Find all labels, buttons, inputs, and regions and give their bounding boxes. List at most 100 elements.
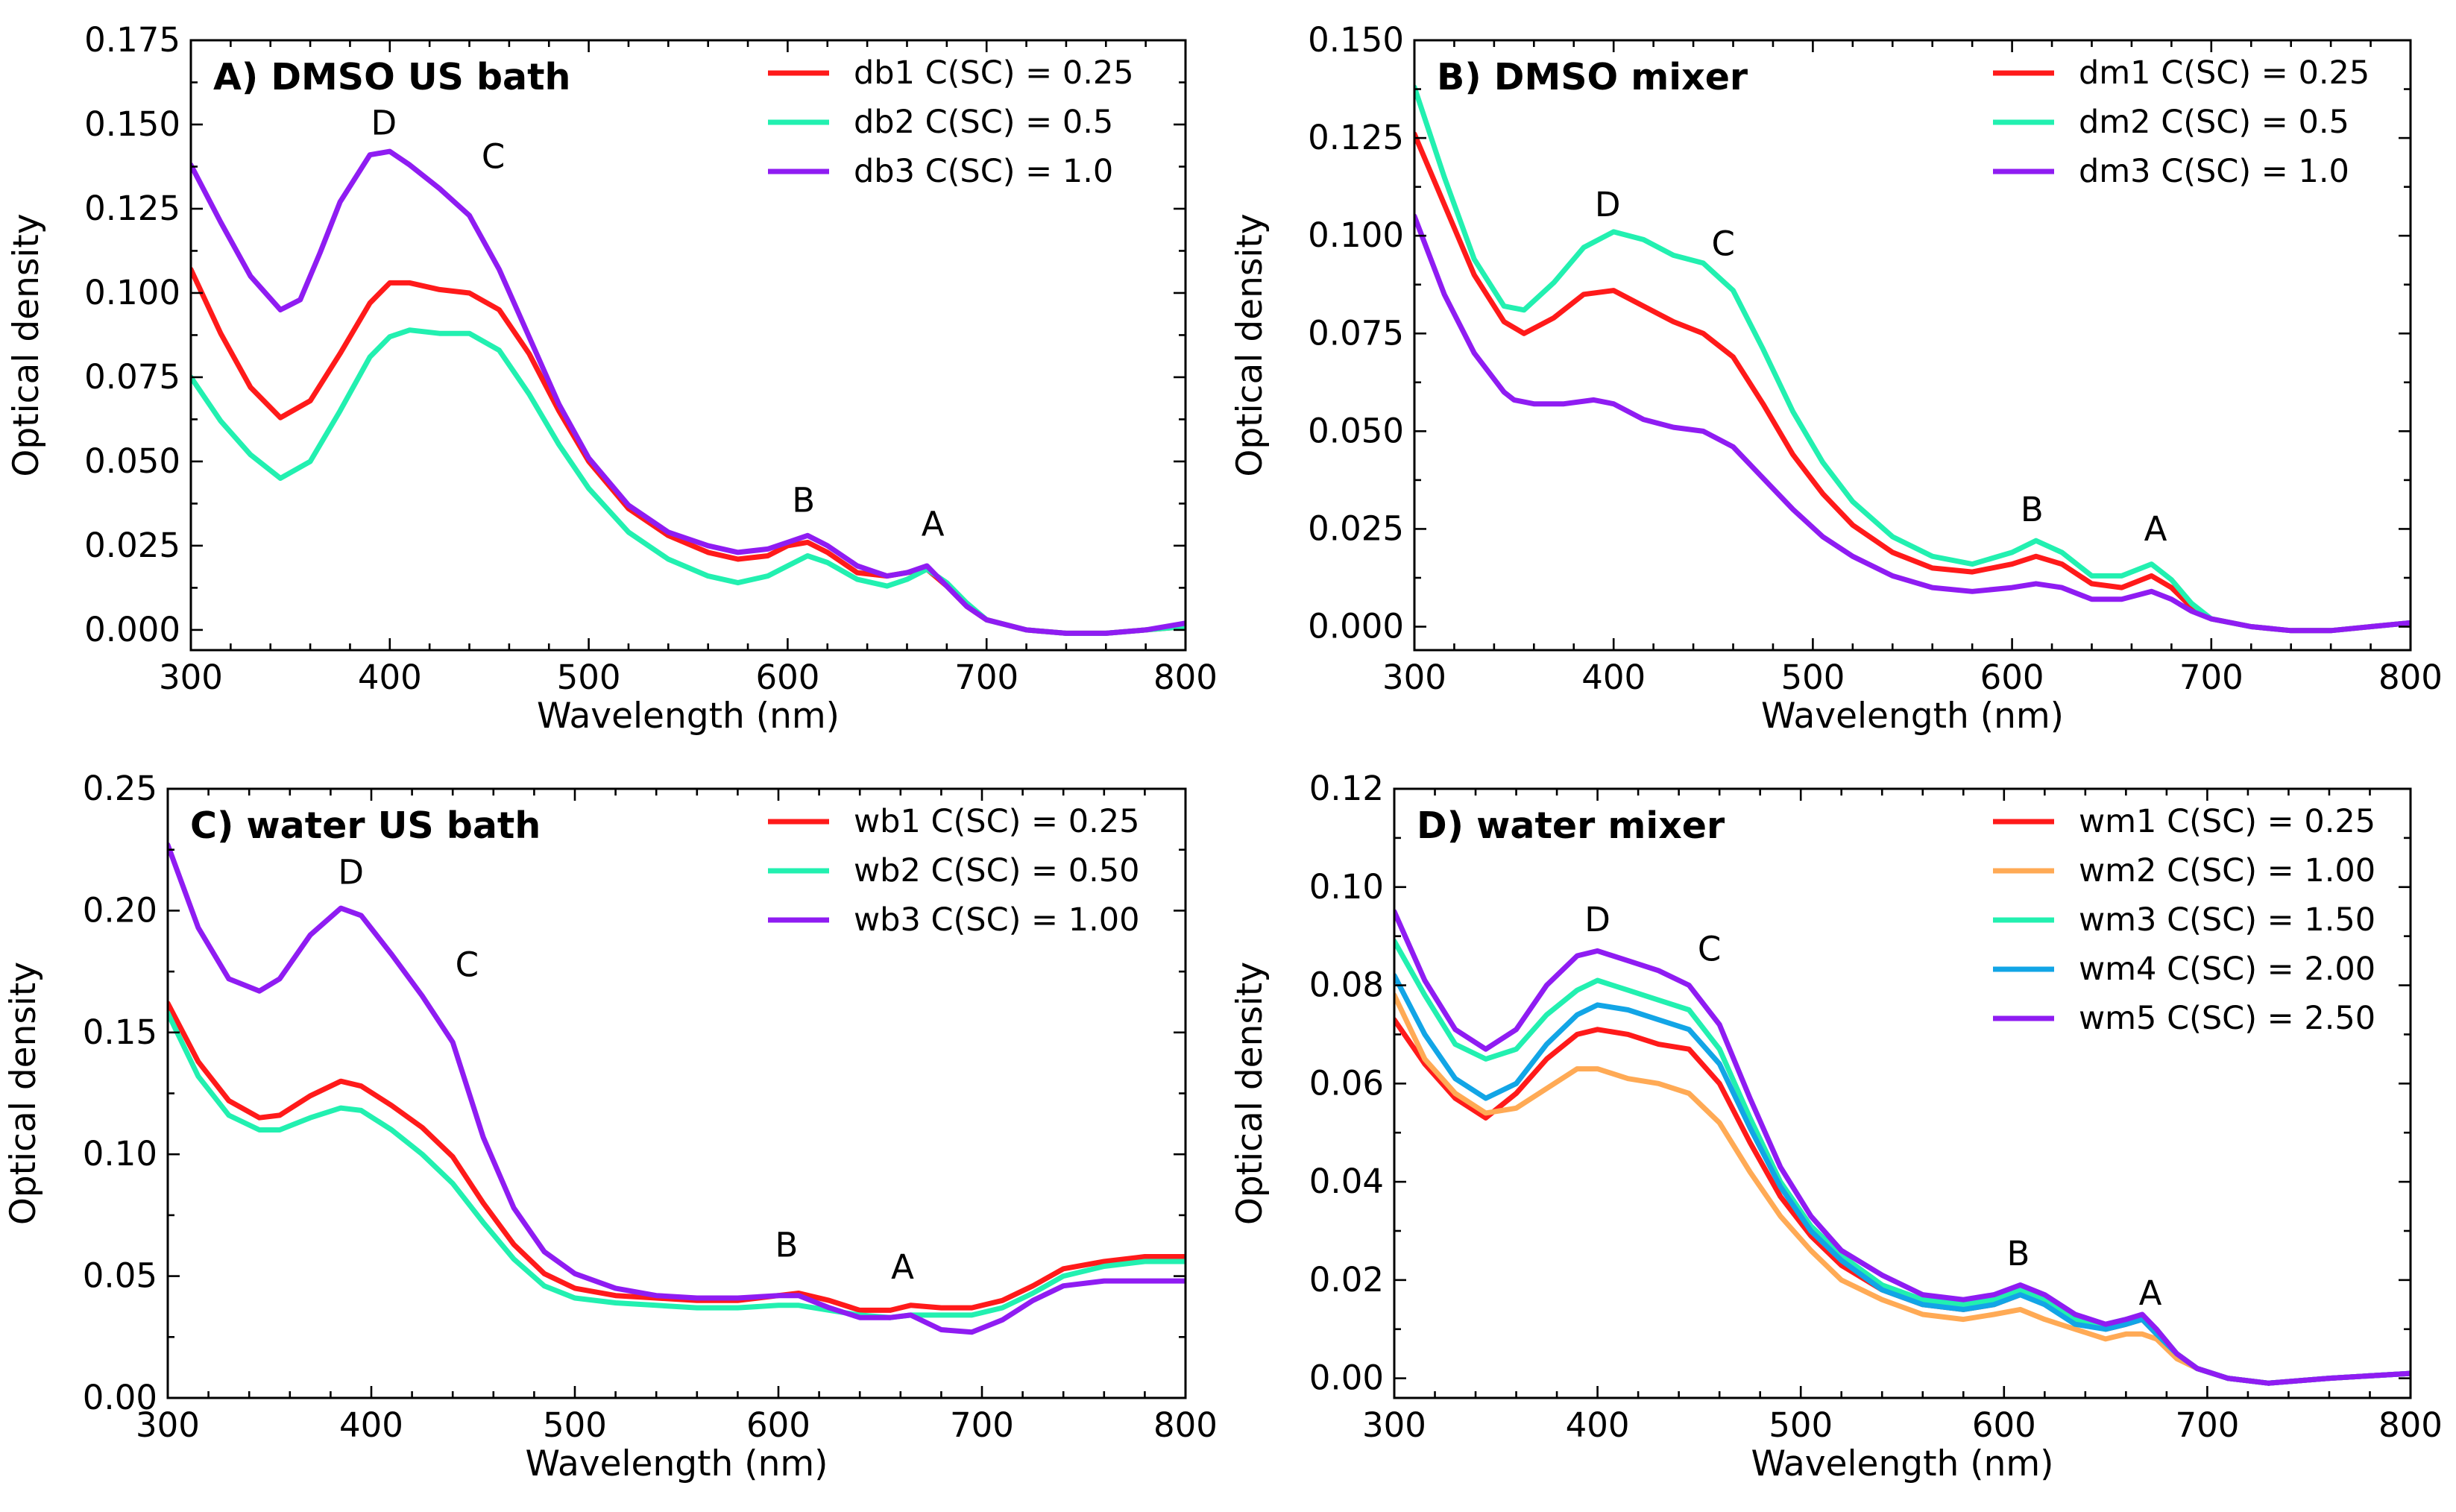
annotation-b: B bbox=[2006, 1234, 2030, 1273]
y-tick-label: 0.125 bbox=[1308, 118, 1404, 157]
y-tick-label: 0.08 bbox=[1309, 966, 1384, 1005]
x-tick-label: 600 bbox=[1972, 1405, 2036, 1445]
annotation-c: C bbox=[1711, 224, 1734, 263]
x-tick-label: 600 bbox=[746, 1405, 810, 1445]
legend-label-1: dm1 C(SC) = 0.25 bbox=[2079, 54, 2370, 92]
legend-label-1: db1 C(SC) = 0.25 bbox=[854, 54, 1134, 92]
x-tick-label: 500 bbox=[1769, 1405, 1833, 1445]
panel-title: A) DMSO US bath bbox=[213, 56, 570, 98]
annotation-d: D bbox=[1584, 900, 1610, 939]
x-tick-label: 500 bbox=[1780, 658, 1845, 697]
y-axis: 0.00 0.05 0.10 0.15 0.20 0.25 bbox=[83, 769, 1186, 1417]
x-axis: 300 400 500 600 700 800 bbox=[159, 40, 1218, 697]
y-tick-label: 0.06 bbox=[1309, 1063, 1384, 1103]
x-axis: 300 400 500 600 700 800 bbox=[1362, 789, 2443, 1445]
x-tick-label: 700 bbox=[950, 1405, 1014, 1445]
annotation-d: D bbox=[338, 852, 364, 892]
series-line-2 bbox=[168, 1010, 1186, 1320]
y-tick-label: 0.02 bbox=[1309, 1260, 1384, 1300]
series-group bbox=[191, 148, 1186, 636]
y-tick-label: 0.150 bbox=[1308, 20, 1404, 60]
y-tick-label: 0.04 bbox=[1309, 1162, 1384, 1201]
y-tick-label: 0.025 bbox=[84, 526, 180, 565]
plot-frame bbox=[1413, 39, 2412, 652]
plot-frame bbox=[1393, 787, 2412, 1399]
y-tick-label: 0.050 bbox=[1308, 411, 1404, 450]
legend: wm1 C(SC) = 0.25 wm2 C(SC) = 1.00 wm3 C(SC… bbox=[1993, 803, 2375, 1037]
series-line-2 bbox=[1394, 992, 2411, 1386]
series-group bbox=[1414, 84, 2411, 634]
y-tick-label: 0.10 bbox=[83, 1134, 157, 1174]
x-tick-label: 700 bbox=[2175, 1405, 2239, 1445]
x-tick-label: 800 bbox=[1153, 1405, 1218, 1445]
x-axis: 300 400 500 600 700 800 bbox=[136, 789, 1218, 1445]
y-tick-label: 0.025 bbox=[1308, 508, 1404, 548]
x-tick-label: 300 bbox=[136, 1405, 200, 1445]
x-tick-label: 700 bbox=[954, 658, 1018, 697]
panel-title: D) water mixer bbox=[1417, 804, 1725, 847]
y-tick-label: 0.100 bbox=[1308, 215, 1404, 255]
y-axis-label: Optical density bbox=[1229, 213, 1270, 476]
legend-label-2: dm2 C(SC) = 0.5 bbox=[2079, 104, 2349, 141]
series-line-3 bbox=[168, 842, 1186, 1335]
y-tick-label: 0.075 bbox=[1308, 313, 1404, 353]
legend-label-5: wm5 C(SC) = 2.50 bbox=[2079, 1000, 2375, 1037]
annotation-b: B bbox=[2021, 490, 2044, 529]
legend-label-4: wm4 C(SC) = 2.00 bbox=[2079, 951, 2375, 988]
series-line-3 bbox=[1414, 213, 2411, 634]
series-line-5 bbox=[1394, 909, 2411, 1386]
legend-label-3: dm3 C(SC) = 1.0 bbox=[2079, 153, 2349, 190]
x-axis-label: Wavelength (nm) bbox=[1751, 1443, 2054, 1484]
y-axis: 0.000 0.025 0.050 0.075 0.100 0.125 0.150 0.175 bbox=[84, 20, 1186, 649]
x-axis-label: Wavelength (nm) bbox=[1761, 696, 2064, 737]
series-line-3 bbox=[191, 148, 1186, 636]
panel-title: C) water US bath bbox=[190, 804, 541, 847]
y-tick-label: 0.100 bbox=[84, 273, 180, 312]
x-tick-label: 300 bbox=[159, 658, 223, 697]
legend-label-2: wm2 C(SC) = 1.00 bbox=[2079, 852, 2375, 889]
legend-label-3: wb3 C(SC) = 1.00 bbox=[854, 901, 1140, 939]
legend-label-3: db3 C(SC) = 1.0 bbox=[854, 153, 1113, 190]
y-tick-label: 0.15 bbox=[83, 1012, 157, 1052]
x-tick-label: 500 bbox=[543, 1405, 607, 1445]
x-tick-label: 700 bbox=[2179, 658, 2244, 697]
y-tick-label: 0.25 bbox=[83, 769, 157, 808]
y-axis-label: Optical density bbox=[1229, 962, 1270, 1225]
x-tick-label: 300 bbox=[1382, 658, 1446, 697]
y-tick-label: 0.00 bbox=[1309, 1358, 1384, 1398]
x-tick-label: 600 bbox=[755, 658, 819, 697]
legend-label-2: wb2 C(SC) = 0.50 bbox=[854, 852, 1140, 889]
annotation-a: A bbox=[2144, 509, 2167, 549]
series-group bbox=[168, 842, 1186, 1335]
y-tick-label: 0.000 bbox=[1308, 607, 1404, 646]
annotation-c: C bbox=[456, 945, 479, 985]
x-tick-label: 800 bbox=[1153, 658, 1218, 697]
legend-label-3: wm3 C(SC) = 1.50 bbox=[2079, 901, 2375, 939]
legend-label-1: wm1 C(SC) = 0.25 bbox=[2079, 803, 2375, 840]
annotation-b: B bbox=[775, 1225, 798, 1264]
y-tick-label: 0.20 bbox=[83, 890, 157, 930]
series-group bbox=[1394, 909, 2411, 1386]
y-tick-label: 0.10 bbox=[1309, 867, 1384, 907]
x-tick-label: 800 bbox=[2378, 1405, 2443, 1445]
x-axis-label: Wavelength (nm) bbox=[537, 696, 840, 737]
legend: dm1 C(SC) = 0.25 dm2 C(SC) = 0.5 dm3 C(SC)… bbox=[1993, 54, 2370, 190]
x-axis: 300 400 500 600 700 800 bbox=[1382, 40, 2443, 697]
y-tick-label: 0.12 bbox=[1309, 769, 1384, 808]
panel-title: B) DMSO mixer bbox=[1437, 56, 1748, 98]
annotation-a: A bbox=[891, 1247, 914, 1287]
legend-label-1: wb1 C(SC) = 0.25 bbox=[854, 803, 1140, 840]
annotation-d: D bbox=[1595, 185, 1621, 224]
y-tick-label: 0.150 bbox=[84, 104, 180, 144]
x-tick-label: 300 bbox=[1362, 1405, 1426, 1445]
annotation-c: C bbox=[482, 137, 505, 177]
legend: db1 C(SC) = 0.25 db2 C(SC) = 0.5 db3 C(SC)… bbox=[768, 54, 1134, 190]
x-tick-label: 600 bbox=[1980, 658, 2044, 697]
legend: wb1 C(SC) = 0.25 wb2 C(SC) = 0.50 wb3 C(SC… bbox=[768, 803, 1140, 939]
y-axis: 0.000 0.025 0.050 0.075 0.100 0.125 0.150 bbox=[1308, 20, 2411, 646]
y-axis: 0.00 0.02 0.04 0.06 0.08 0.10 0.12 bbox=[1309, 769, 2411, 1398]
y-axis-label: Optical density bbox=[6, 213, 47, 476]
